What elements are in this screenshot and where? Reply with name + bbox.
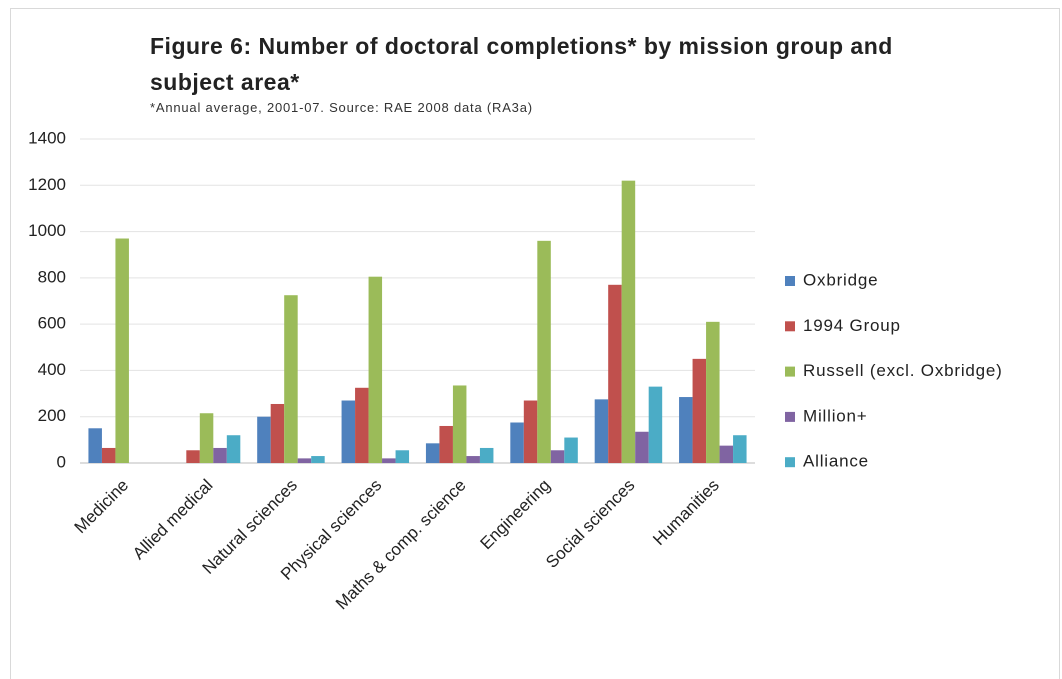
bar [621, 180, 636, 463]
y-tick-label: 1400 [28, 128, 66, 147]
bar [199, 413, 214, 463]
bar [341, 400, 356, 463]
legend-swatch [785, 366, 795, 377]
legend-label: 1994 Group [803, 316, 901, 335]
y-tick-label: 400 [38, 360, 66, 379]
y-tick-label: 200 [38, 406, 66, 425]
bar [226, 435, 241, 463]
bar [382, 458, 396, 463]
chart-subtitle: *Annual average, 2001-07. Source: RAE 20… [150, 100, 533, 115]
bar [594, 399, 609, 463]
bar [257, 416, 271, 463]
bar [510, 422, 524, 463]
bar [608, 284, 622, 463]
bar [523, 400, 538, 463]
bar [101, 447, 116, 463]
legend-label: Million+ [803, 406, 868, 425]
bar [537, 240, 551, 463]
bar [452, 385, 467, 463]
y-tick-label: 1000 [28, 221, 66, 240]
y-tick-label: 1200 [28, 175, 66, 194]
bar [186, 450, 200, 463]
legend-swatch [785, 321, 795, 332]
bar [355, 387, 369, 463]
bar [213, 447, 227, 463]
bar [733, 435, 747, 463]
bar [425, 443, 440, 463]
bar [368, 276, 383, 463]
y-tick-label: 0 [57, 452, 66, 471]
y-tick-label: 600 [38, 314, 66, 333]
bar [648, 386, 663, 463]
x-tick-label: Engineering [476, 476, 554, 554]
legend-label: Oxbridge [803, 270, 878, 289]
bar [466, 456, 480, 463]
bar [297, 458, 312, 463]
y-tick-label: 800 [38, 267, 66, 286]
x-tick-label: Allied medical [129, 476, 217, 564]
legend-label: Russell (excl. Oxbridge) [803, 361, 1003, 380]
legend-swatch [785, 411, 795, 422]
bar [550, 450, 565, 463]
x-tick-label: Medicine [71, 476, 133, 538]
bar [719, 445, 734, 463]
bar [439, 425, 453, 463]
legend-label: Alliance [803, 452, 869, 471]
bar [395, 450, 410, 463]
bar [479, 447, 494, 463]
bar [88, 428, 102, 463]
bar [284, 295, 298, 463]
bar [706, 321, 720, 463]
bar [270, 403, 285, 463]
bar [311, 456, 325, 463]
x-tick-label: Social sciences [542, 476, 638, 572]
x-tick-label: Humanities [649, 476, 723, 550]
bar [564, 437, 578, 463]
bar [115, 238, 129, 463]
chart-frame [10, 8, 1060, 679]
bar [692, 358, 707, 463]
chart-title: Figure 6: Number of doctoral completions… [150, 33, 893, 95]
legend-swatch [785, 457, 795, 468]
bar [635, 431, 649, 463]
legend-swatch [785, 276, 795, 286]
bar [679, 397, 693, 463]
